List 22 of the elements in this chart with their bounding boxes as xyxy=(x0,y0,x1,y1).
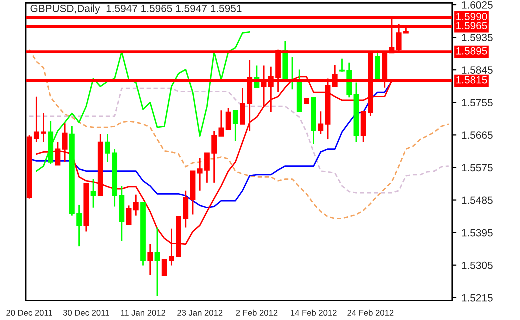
y-tick-label: 1.5665 xyxy=(462,132,493,140)
y-tick-label: 1.5845 xyxy=(462,66,493,74)
x-tick-label: 2 Feb 2012 xyxy=(236,310,278,316)
y-tick-label: 1.6025 xyxy=(462,2,493,9)
y-tick-label: 1.5215 xyxy=(462,294,493,302)
ref-line-label: 1.5815 xyxy=(456,76,488,84)
y-tick-label: 1.5755 xyxy=(462,99,493,107)
y-tick-label: 1.5305 xyxy=(462,262,493,270)
ref-line-label: 1.5990 xyxy=(456,13,488,20)
x-tick-label: 14 Feb 2012 xyxy=(291,310,337,316)
x-tick-label: 11 Jan 2012 xyxy=(121,310,166,316)
y-tick-label: 1.5575 xyxy=(462,164,493,172)
ref-line-label: 1.5965 xyxy=(456,22,488,30)
y-tick-label: 1.5395 xyxy=(462,229,493,237)
x-tick-label: 30 Dec 2011 xyxy=(63,310,110,316)
y-tick-label: 1.5935 xyxy=(462,34,493,42)
x-tick-label: 23 Jan 2012 xyxy=(178,310,223,316)
ref-line-label: 1.5895 xyxy=(456,47,488,55)
x-tick-label: 24 Feb 2012 xyxy=(348,310,394,316)
x-tick-label: 20 Dec 2011 xyxy=(6,310,52,316)
chart-title: GBPUSD,Daily 1.5947 1.5965 1.5947 1.5951 xyxy=(30,4,242,14)
y-tick-label: 1.5485 xyxy=(462,196,493,204)
